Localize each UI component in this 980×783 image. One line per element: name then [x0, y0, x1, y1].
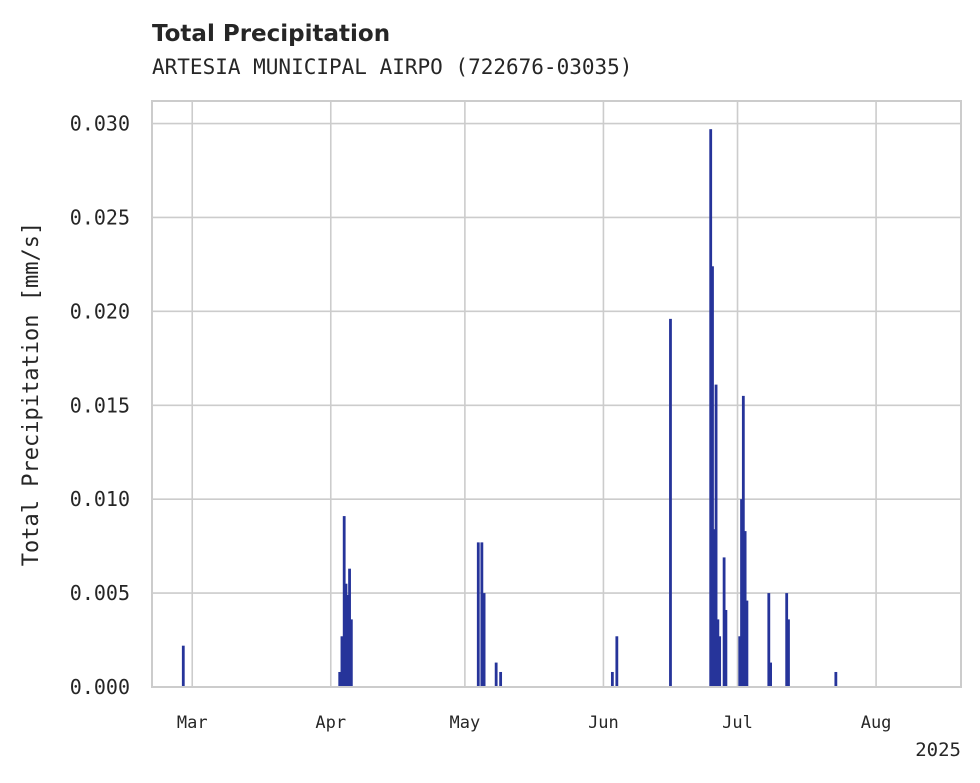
y-tick-label: 0.020 — [70, 299, 130, 323]
precipitation-bar — [722, 557, 726, 687]
precipitation-bar — [344, 583, 348, 687]
precipitation-bar — [738, 636, 742, 687]
x-tick-label: Jun — [588, 713, 619, 733]
precipitation-bar — [711, 266, 714, 687]
y-axis-label: Total Precipitation [mm/s] — [19, 222, 44, 566]
precipitation-bar — [716, 619, 720, 687]
precipitation-bar — [346, 594, 350, 687]
precipitation-bar — [834, 671, 838, 687]
y-tick-label: 0.030 — [70, 112, 130, 136]
y-tick-label: 0.000 — [70, 675, 130, 699]
precipitation-bar — [348, 568, 351, 687]
precipitation-bar — [767, 593, 771, 687]
x-tick-label: Apr — [315, 713, 346, 733]
precipitation-bar — [499, 671, 503, 687]
precipitation-bar — [494, 662, 498, 687]
precipitation-bar — [338, 671, 342, 687]
precipitation-bar — [340, 636, 344, 687]
precipitation-bar — [769, 662, 772, 687]
precipitation-bar — [349, 619, 353, 687]
precipitation-bar — [724, 609, 728, 687]
x-tick-label: Aug — [861, 713, 892, 733]
y-tick-label: 0.015 — [70, 393, 130, 417]
precipitation-bar — [615, 636, 619, 687]
precipitation-bar — [181, 645, 185, 687]
plot-frame — [151, 100, 962, 688]
chart-subtitle: ARTESIA MUNICIPAL AIRPO (722676-03035) — [152, 55, 632, 79]
y-tick-label: 0.005 — [70, 581, 130, 605]
precipitation-bar — [741, 395, 745, 687]
precipitation-bar — [785, 593, 789, 687]
x-tick-label: Jul — [722, 713, 753, 733]
bar-series — [181, 129, 838, 687]
precipitation-bar — [787, 619, 790, 687]
x-offset-label: 2025 — [915, 739, 961, 761]
precipitation-bar — [610, 671, 614, 687]
precipitation-bar — [740, 499, 743, 687]
grid — [152, 101, 961, 688]
precipitation-bar — [476, 542, 480, 687]
y-tick-labels: 0.000 0.005 0.010 0.015 0.020 0.025 0.030 — [70, 112, 130, 699]
y-tick-label: 0.025 — [70, 205, 130, 229]
y-tick-label: 0.010 — [70, 487, 130, 511]
chart-title: Total Precipitation — [152, 21, 390, 47]
precipitation-bar — [743, 531, 747, 687]
precipitation-bar — [718, 636, 722, 687]
x-tick-labels: Mar Apr May Jun Jul Aug — [177, 713, 892, 733]
precipitation-bar — [482, 593, 486, 687]
precipitation-bar — [709, 129, 713, 687]
x-tick-label: Mar — [177, 713, 208, 733]
precipitation-bar — [342, 516, 346, 687]
precipitation-bar — [669, 318, 672, 687]
x-tick-label: May — [450, 713, 481, 733]
precipitation-bar — [745, 600, 749, 687]
precipitation-bar — [712, 529, 716, 687]
precipitation-bar — [480, 542, 484, 687]
precipitation-bar — [714, 384, 718, 687]
